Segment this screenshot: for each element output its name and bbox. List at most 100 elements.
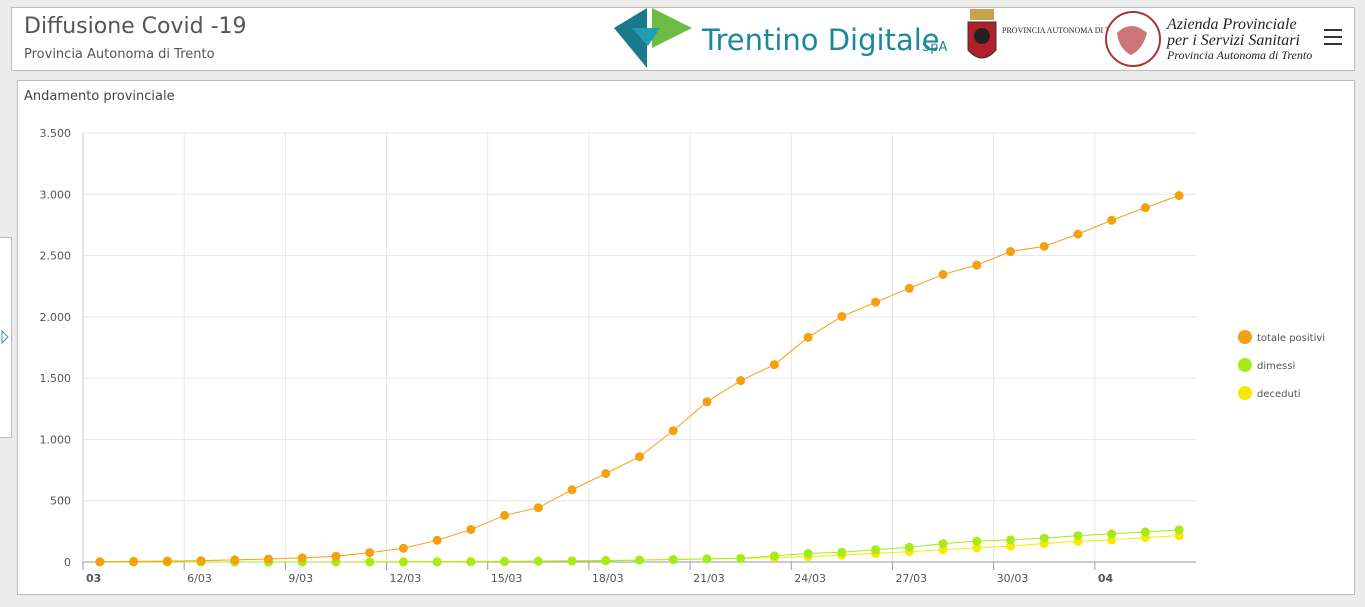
x-tick-label: 24/03 xyxy=(794,572,826,585)
y-tick-label: 1.000 xyxy=(40,433,72,446)
logo-pat: PROVINCIA AUTONOMA DI TRENTO xyxy=(1002,26,1137,35)
legend-label: totale positivi xyxy=(1257,333,1325,344)
point xyxy=(365,557,375,567)
y-tick-label: 0 xyxy=(64,556,71,569)
point xyxy=(466,525,476,535)
point xyxy=(601,469,611,479)
chart-panel: Andamento provinciale 0 500 1.000 1.500 2.00… xyxy=(17,80,1355,595)
point xyxy=(264,554,273,564)
x-tick-label: 03 xyxy=(86,572,101,585)
y-tick-label: 1.500 xyxy=(40,372,72,385)
point xyxy=(972,536,982,546)
point xyxy=(871,545,881,555)
x-tick-label: 18/03 xyxy=(592,572,624,585)
point xyxy=(904,283,914,293)
point xyxy=(162,556,172,566)
point xyxy=(668,426,678,436)
point xyxy=(702,397,712,407)
point xyxy=(533,556,543,566)
panel-title: Andamento provinciale xyxy=(24,89,175,104)
point xyxy=(500,557,510,567)
title: Diffusione Covid -19 xyxy=(24,14,247,39)
x-tick-label: 15/03 xyxy=(491,572,523,585)
point xyxy=(365,548,375,558)
point xyxy=(230,555,240,565)
point xyxy=(432,557,442,567)
point xyxy=(769,360,779,370)
point xyxy=(635,555,644,565)
point xyxy=(466,557,476,567)
point xyxy=(196,556,206,566)
x-tick-label: 04 xyxy=(1098,572,1114,585)
point xyxy=(601,556,611,566)
point xyxy=(736,553,746,563)
x-tick-label: 6/03 xyxy=(187,572,212,585)
chart: 0 500 1.000 1.500 2.000 2.500 3.000 3.500 03 6/03… xyxy=(40,127,1326,585)
point xyxy=(398,557,408,567)
point xyxy=(1073,531,1083,541)
x-tick-label: 21/03 xyxy=(693,572,725,585)
legend-marker xyxy=(1238,386,1252,400)
y-tick-label: 2.000 xyxy=(40,311,72,324)
y-tick-label: 500 xyxy=(50,495,71,508)
point xyxy=(904,542,914,552)
point xyxy=(736,376,746,386)
header: Diffusione Covid -19 Provincia Autonoma … xyxy=(11,7,1355,71)
point xyxy=(1107,529,1117,539)
point xyxy=(769,551,779,561)
x-tick-label: 30/03 xyxy=(997,572,1029,585)
point xyxy=(702,554,712,564)
point xyxy=(129,556,139,566)
point xyxy=(1174,191,1184,201)
point xyxy=(803,332,813,342)
point xyxy=(95,557,105,567)
point xyxy=(938,539,948,549)
side-tab[interactable] xyxy=(0,237,12,438)
logo-td: Trentino Digitale xyxy=(701,23,940,57)
point xyxy=(803,548,813,558)
logo-apss: per i Servizi Sanitari xyxy=(1166,32,1300,49)
point xyxy=(1174,525,1184,535)
point xyxy=(1039,241,1049,251)
point xyxy=(1039,533,1049,543)
point xyxy=(1006,535,1015,545)
point xyxy=(567,556,577,566)
legend-marker xyxy=(1238,358,1252,372)
point xyxy=(1006,247,1015,257)
logo-apss: Provincia Autonoma di Trento xyxy=(1166,48,1312,62)
point xyxy=(500,510,510,520)
legend-marker xyxy=(1238,330,1252,344)
point xyxy=(1107,215,1117,225)
point xyxy=(871,297,881,307)
logo-td-suffix: SpA xyxy=(922,40,948,55)
logo-apss: Azienda Provinciale xyxy=(1166,16,1297,33)
point xyxy=(938,269,948,279)
point xyxy=(1073,229,1083,239)
point xyxy=(635,452,644,462)
point xyxy=(972,260,982,270)
menu-button[interactable] xyxy=(1324,29,1342,45)
point xyxy=(533,503,543,513)
y-tick-label: 3.000 xyxy=(40,188,72,201)
point xyxy=(1140,203,1150,213)
logos: Trentino Digitale SpA PROVINCIA AUTONOMA… xyxy=(614,8,1342,68)
point xyxy=(398,543,408,553)
point xyxy=(972,543,982,553)
point xyxy=(837,547,847,557)
x-tick-label: 9/03 xyxy=(288,572,313,585)
point xyxy=(1140,527,1150,537)
x-tick-label: 12/03 xyxy=(390,572,422,585)
y-tick-label: 3.500 xyxy=(40,127,72,140)
x-tick-label: 27/03 xyxy=(895,572,927,585)
subtitle: Provincia Autonoma di Trento xyxy=(24,47,215,62)
point xyxy=(837,311,847,321)
point xyxy=(567,485,577,495)
legend-label: dimessi xyxy=(1257,361,1295,372)
point xyxy=(432,535,442,545)
point xyxy=(297,553,307,563)
y-tick-label: 2.500 xyxy=(40,250,72,263)
point xyxy=(331,551,341,561)
legend-label: deceduti xyxy=(1257,389,1301,400)
point xyxy=(668,555,678,565)
